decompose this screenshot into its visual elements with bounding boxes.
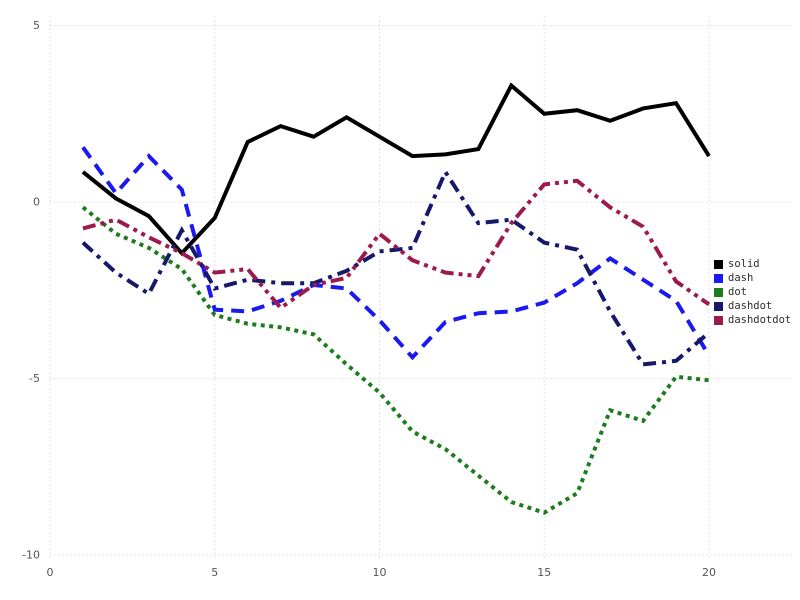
legend-swatch-icon: [714, 274, 723, 283]
legend-item-dot: dot: [714, 286, 791, 299]
legend-swatch-icon: [714, 302, 723, 311]
series-line-dashdot: [81, 167, 711, 367]
legend-item-dashdotdot: dashdotdot: [714, 314, 791, 327]
legend-item-solid: solid: [714, 258, 791, 271]
legend-label: dashdotdot: [728, 314, 792, 326]
series-line-dot: [81, 205, 710, 515]
x-axis-tick-label: 20: [702, 566, 716, 579]
x-axis-tick-label: 5: [211, 566, 218, 579]
legend-label: dot: [728, 286, 747, 298]
legend-item-dash: dash: [714, 272, 791, 285]
legend-label: dash: [728, 272, 754, 284]
series-line-dashdotdot: [82, 178, 711, 311]
legend-item-dashdot: dashdot: [714, 300, 791, 313]
y-axis-tick-label: 5: [33, 19, 40, 32]
legend-swatch-icon: [714, 316, 723, 325]
y-axis-tick-label: -5: [29, 372, 40, 385]
x-axis-tick-label: 10: [373, 566, 387, 579]
legend-swatch-icon: [714, 260, 723, 269]
x-axis-tick-label: 15: [537, 566, 551, 579]
legend-swatch-icon: [714, 288, 723, 297]
legend: solid dash dot dashdot dashdotdot: [714, 258, 791, 327]
series-line-solid: [81, 82, 711, 257]
y-axis-tick-label: 0: [33, 196, 40, 209]
legend-label: solid: [728, 258, 760, 270]
y-axis-tick-label: -10: [22, 549, 40, 562]
legend-label: dashdot: [728, 300, 773, 312]
x-axis-tick-label: 0: [47, 566, 54, 579]
series-line-dash: [81, 146, 711, 361]
